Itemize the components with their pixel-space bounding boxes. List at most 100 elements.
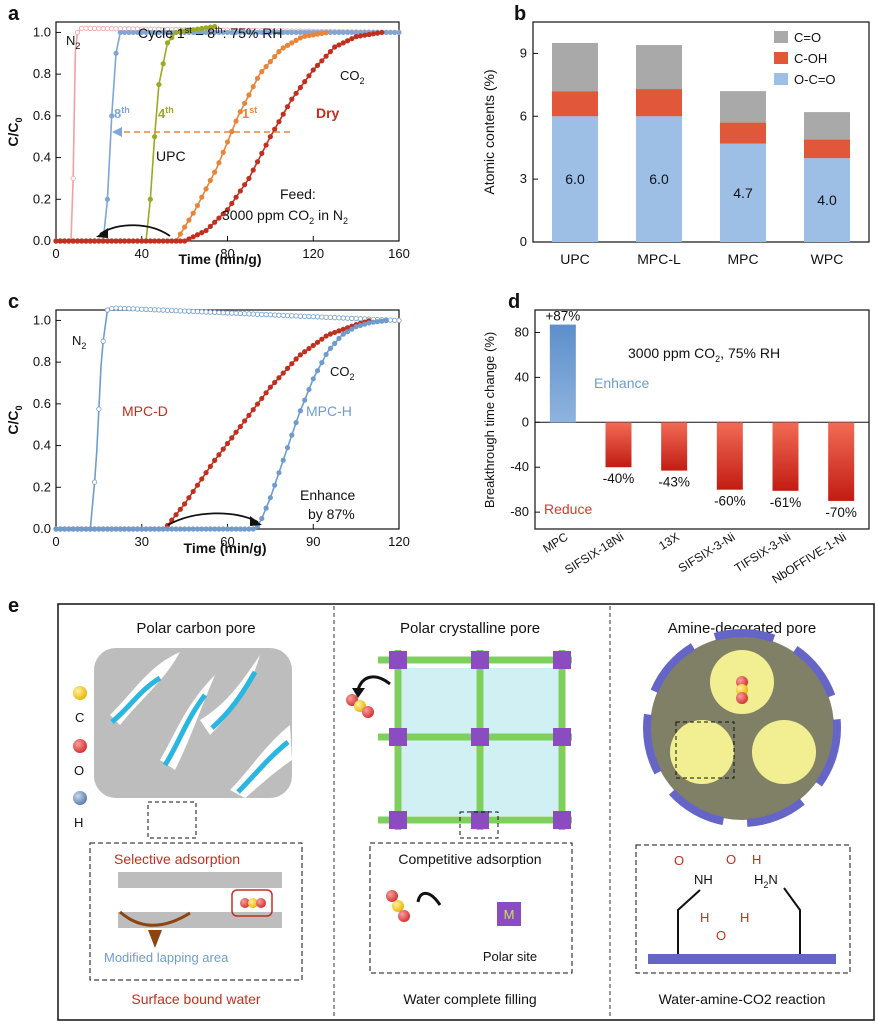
data-point [156,238,162,244]
data-point [177,238,183,244]
metal-node [471,811,489,829]
data-point [207,463,213,470]
metal-node [553,651,571,669]
data-point [220,211,226,217]
enhance-label: Enhance [594,375,649,391]
data-point [220,310,226,316]
legend-h: H [74,815,83,830]
data-point [203,309,209,315]
data-point [310,67,316,73]
data-point [186,495,192,501]
data-point [336,328,342,334]
data-point [117,305,123,311]
data-point [302,397,308,403]
oxygen-atom [240,898,250,908]
data-point [336,42,342,48]
data-point [74,238,81,244]
surface-bar [648,954,836,964]
data-point [83,25,89,31]
y-tick-label: 0 [520,234,527,249]
amine-chain [677,889,701,954]
y-tick-label: 80 [515,324,529,339]
data-point [61,526,68,532]
inset-box [635,844,851,974]
bar-c=o [552,42,598,92]
data-point [259,515,265,522]
data-point [250,311,256,317]
data-point [332,340,338,346]
data-point [83,238,89,244]
data-point [374,319,381,325]
bar-o-c=o [720,143,766,242]
data-point [280,45,286,51]
data-point [314,368,321,374]
rejection-arrow [356,675,391,691]
data-point [126,238,132,244]
pore-channel [200,655,260,735]
data-point [177,231,183,237]
data-point [113,50,119,56]
legend-c-eq-o: C=O [794,30,821,45]
pore-channel [230,725,292,798]
carbon-pore-sketch [94,648,292,839]
surface-bound-water-label: Surface bound water [131,991,261,1007]
data-point [70,238,76,244]
data-point [233,118,239,124]
data-point [130,306,136,312]
n2-label: N2 [72,333,86,351]
data-point [383,29,389,36]
data-point [182,224,188,230]
legend-o: O [74,763,84,778]
enhance-value: by 87% [308,506,355,522]
title-amine-pore: Amine-decorated pore [668,620,816,637]
data-point [289,361,295,367]
data-point [122,29,128,36]
data-point [332,44,338,50]
data-point [267,134,273,140]
bar-nboffive-1-ni [828,422,855,501]
y-tick-label: 9 [520,45,527,60]
data-point [259,150,265,156]
data-point [332,29,338,36]
bar-sifsix-18ni [605,422,632,468]
panel-letter: d [508,291,520,313]
data-point [254,75,261,81]
data-point [362,32,368,38]
metal-label: M [504,907,515,922]
data-point [96,25,102,32]
data-point [53,238,59,244]
data-point [109,238,115,244]
data-point [74,526,81,532]
data-point [130,29,136,36]
data-point [357,316,364,322]
data-point [203,526,209,532]
data-point [293,90,299,96]
data-point [379,318,385,324]
y-tick-label: 0.4 [33,438,51,453]
data-point [216,309,222,316]
data-point [267,312,273,318]
y-axis-label: C/C0 [5,117,24,146]
axis-ticks: 0 3 6 9 [520,45,538,249]
data-point [194,202,201,209]
data-point [203,186,209,192]
data-point [143,238,149,244]
data-point [263,312,269,318]
data-point [263,505,269,511]
reduce-label: Reduce [544,501,592,517]
panel-c: c 0 30 60 90 120 0.0 0.2 0.4 0.6 0.8 1.0 N2 CO2 MP… [5,291,410,556]
oxygen-atom [256,898,266,908]
data-point [182,526,188,532]
data-point [353,324,359,330]
legend-c: C [75,710,84,725]
x-axis-label: Time (min/g) [184,540,267,556]
data-point [104,238,111,244]
x-axis-label: Time (min/g) [179,251,262,267]
data-point [173,526,179,532]
y-axis-label: C/C0 [5,405,24,434]
legend-swatch-c-oh [774,52,788,64]
data-point [340,29,346,36]
data-point [323,314,329,320]
bar-o-c=o [804,158,850,242]
bar-o-c=o [636,116,682,242]
